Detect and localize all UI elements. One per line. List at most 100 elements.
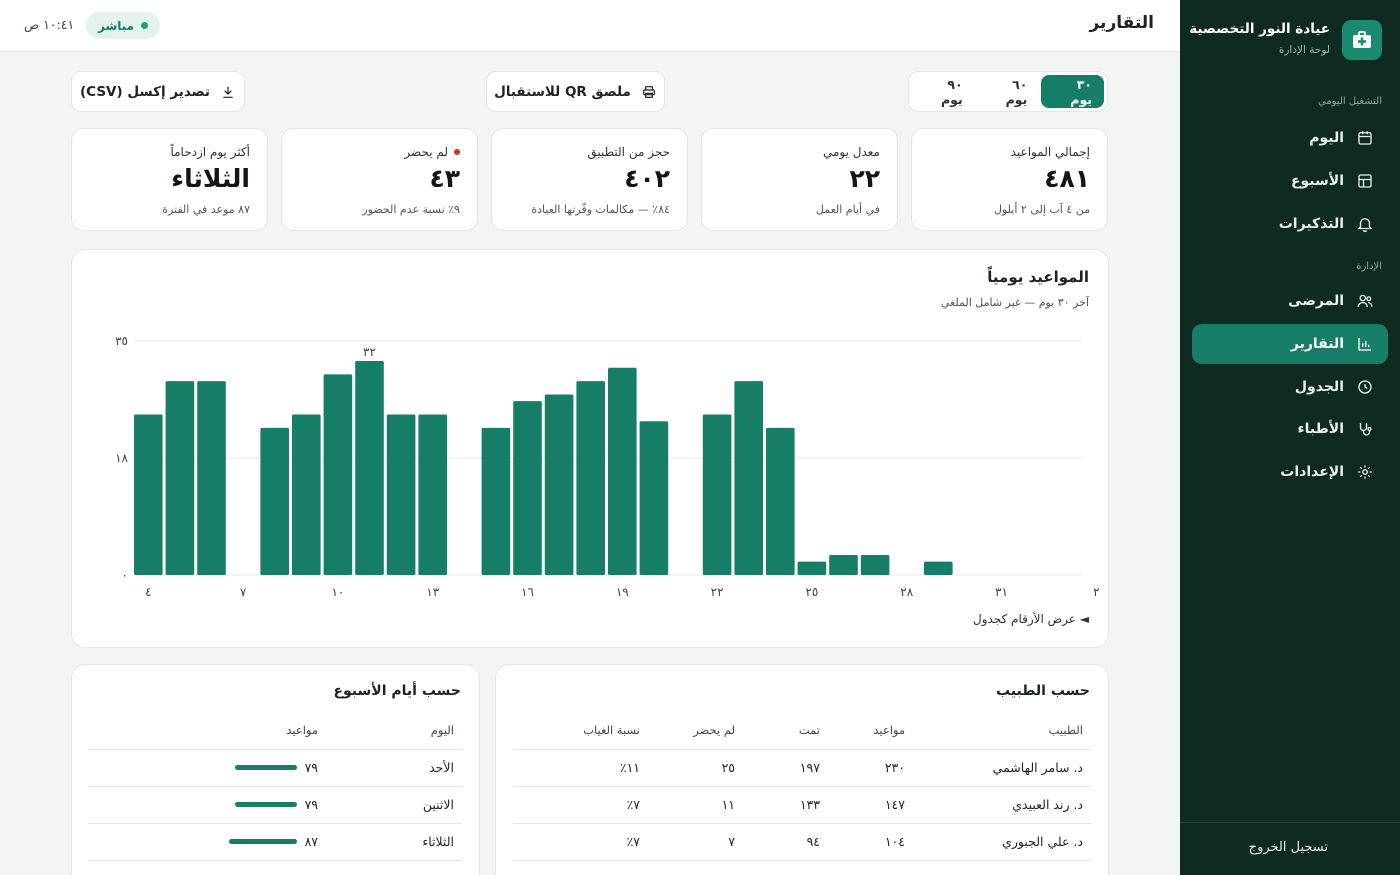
sidebar-item-doctors[interactable]: الأطباء — [1192, 409, 1388, 449]
by-doctor-table: الطبيب مواعيد تمت لم يحضر نسبة الغياب د.… — [513, 712, 1091, 861]
column-header: مواعيد — [88, 712, 326, 750]
stethoscope-icon — [1359, 423, 1372, 436]
doctor-name-cell: د. رند العبيدي — [913, 786, 1091, 824]
sidebar-item-schedule[interactable]: الجدول — [1192, 367, 1388, 407]
chart-bar — [544, 394, 574, 575]
table-row: الاثنين ٧٩ — [88, 786, 462, 824]
chart-bar — [924, 561, 953, 575]
no-show-cell: ١١ — [648, 786, 743, 824]
sidebar-item-settings[interactable]: الإعدادات — [1192, 452, 1388, 492]
export-csv-button[interactable]: تصدير إكسل (CSV) — [71, 71, 245, 112]
stat-label: معدل يومي — [822, 145, 880, 159]
sidebar-item-week[interactable]: الأسبوع — [1192, 161, 1388, 201]
daily-bar-chart: ٠ ١٨ ٣٥ ٤ ٧ ١٠ ١٣ ١٦ ١٩ ٢٢ ٢٥ ٢٨ ٣١ ٢ ٣٢ — [115, 334, 1099, 599]
stat-card-total: إجمالي المواعيد ٤٨١ من ٤ آب إلى ٢ أيلول — [911, 128, 1108, 231]
chart-bar — [292, 414, 321, 575]
column-header: تمت — [743, 712, 828, 750]
weekday-cell: الأحد — [326, 749, 462, 787]
qr-sticker-button[interactable]: ملصق QR للاستقبال — [486, 71, 665, 112]
chart-bar — [165, 381, 195, 575]
stat-card-app-bookings: حجز من التطبيق ٤٠٢ ٨٤٪ — مكالمات وفّرتها… — [491, 128, 688, 231]
chart-bar — [323, 374, 353, 575]
sidebar-item-reminders[interactable]: التذكيرات — [1192, 204, 1388, 244]
logout-button[interactable]: تسجيل الخروج — [1248, 840, 1328, 855]
stat-value: ٤٣ — [429, 164, 460, 193]
brand-title: عيادة النور التخصصية — [1189, 21, 1330, 37]
range-tab-60[interactable]: ٦٠ يوم — [1005, 76, 1028, 107]
stat-sub: ٨٧ موعد في الفترة — [162, 203, 250, 216]
stat-value: ٤٠٢ — [624, 164, 670, 193]
bar-value-label: ٣٢ — [363, 345, 376, 359]
stat-value: ٤٨١ — [1044, 164, 1090, 193]
completed-cell: ١٣٣ — [743, 786, 828, 824]
appointments-cell: ١٠٤ — [828, 823, 913, 861]
users-icon — [1357, 294, 1373, 308]
x-tick-label: ٣١ — [995, 585, 1008, 599]
week-grid-icon — [1358, 174, 1372, 188]
stat-value: الثلاثاء — [171, 164, 250, 193]
sidebar-item-label: الجدول — [1294, 379, 1344, 395]
doctor-name-cell: د. علي الجبوري — [913, 823, 1091, 861]
chart-bar — [860, 554, 890, 575]
chart-title: المواعيد يومياً — [987, 268, 1089, 286]
sidebar-item-patients[interactable]: المرضى — [1192, 281, 1388, 321]
sidebar: عيادة النور التخصصية لوحة الإدارة التشغي… — [1180, 0, 1400, 875]
live-dot-icon — [141, 22, 149, 29]
sidebar-item-label: الأسبوع — [1290, 173, 1344, 189]
chart-bar — [260, 427, 289, 575]
sidebar-item-label: التذكيرات — [1278, 216, 1344, 232]
absence-rate-cell: ٧٪ — [513, 823, 648, 861]
absence-rate-cell: ١١٪ — [513, 749, 648, 787]
range-tab-30[interactable]: ٣٠ يوم — [1041, 75, 1104, 108]
table-row: د. علي الجبوري ١٠٤ ٩٤ ٧ ٧٪ — [513, 823, 1091, 861]
stat-label: لم يحضر — [404, 145, 448, 159]
top-header: التقارير مباشر ١٠:٤١ ص — [0, 0, 1180, 52]
calendar-icon — [1358, 131, 1372, 145]
column-header: نسبة الغياب — [513, 712, 648, 750]
bell-icon — [1357, 218, 1373, 233]
chart-bar — [608, 367, 637, 575]
export-csv-label: تصدير إكسل (CSV) — [80, 83, 210, 100]
stat-label-row: لم يحضر — [404, 145, 460, 159]
weekday-count: ٨٧ — [304, 834, 318, 849]
nav-section-daily: التشغيل اليومي — [1317, 96, 1382, 107]
chart-bar — [639, 421, 669, 575]
clock-icon — [1358, 380, 1372, 394]
medical-kit-icon — [1342, 20, 1382, 60]
stat-card-no-show: لم يحضر ٤٣ ٩٪ نسبة عدم الحضور — [281, 128, 478, 231]
stat-sub: ٩٪ نسبة عدم الحضور — [362, 203, 460, 216]
daily-appointments-card: المواعيد يومياً آخر ٣٠ يوم — غير شامل ال… — [71, 249, 1109, 648]
chart-bar — [513, 401, 542, 575]
brand: عيادة النور التخصصية لوحة الإدارة — [1189, 20, 1382, 60]
stat-sub: ٨٤٪ — مكالمات وفّرتها العيادة — [531, 203, 670, 216]
nav-section-admin: الإدارة — [1356, 261, 1382, 272]
column-header: الطبيب — [913, 712, 1091, 750]
weekday-count-cell: ٧٩ — [88, 786, 326, 824]
weekday-bar — [234, 802, 297, 807]
y-tick-label: ٠ — [122, 568, 128, 582]
chart-bar — [829, 554, 858, 575]
no-show-cell: ٧ — [648, 823, 743, 861]
chart-bar — [702, 414, 732, 575]
x-tick-label: ٢٢ — [711, 585, 724, 599]
sidebar-item-today[interactable]: اليوم — [1192, 118, 1388, 158]
chart-bar — [355, 361, 384, 575]
by-weekday-table: اليوم مواعيد الأحد ٧٩ الاثنين ٧٩ — [88, 712, 462, 861]
show-as-table-toggle[interactable]: ◄ عرض الأرقام كجدول — [972, 612, 1089, 626]
sidebar-item-label: الإعدادات — [1280, 464, 1344, 480]
live-label: مباشر — [98, 18, 135, 33]
page-title: التقارير — [1089, 13, 1154, 33]
appointments-cell: ٢٣٠ — [828, 749, 913, 787]
doctor-name-cell: د. سامر الهاشمي — [913, 749, 1091, 787]
table-row: الأحد ٧٩ — [88, 749, 462, 787]
y-tick-label: ١٨ — [115, 451, 128, 465]
stat-value: ٢٢ — [849, 164, 880, 193]
alert-dot-icon — [454, 149, 460, 155]
x-tick-label: ٤ — [145, 585, 151, 599]
no-show-cell: ٢٥ — [648, 749, 743, 787]
stat-label: حجز من التطبيق — [587, 145, 670, 159]
sidebar-item-reports[interactable]: التقارير — [1192, 324, 1388, 364]
range-tab-90[interactable]: ٩٠ يوم — [940, 76, 963, 107]
download-icon — [223, 86, 233, 98]
stat-card-busiest-day: أكثر يوم ازدحاماً الثلاثاء ٨٧ موعد في ال… — [71, 128, 268, 231]
